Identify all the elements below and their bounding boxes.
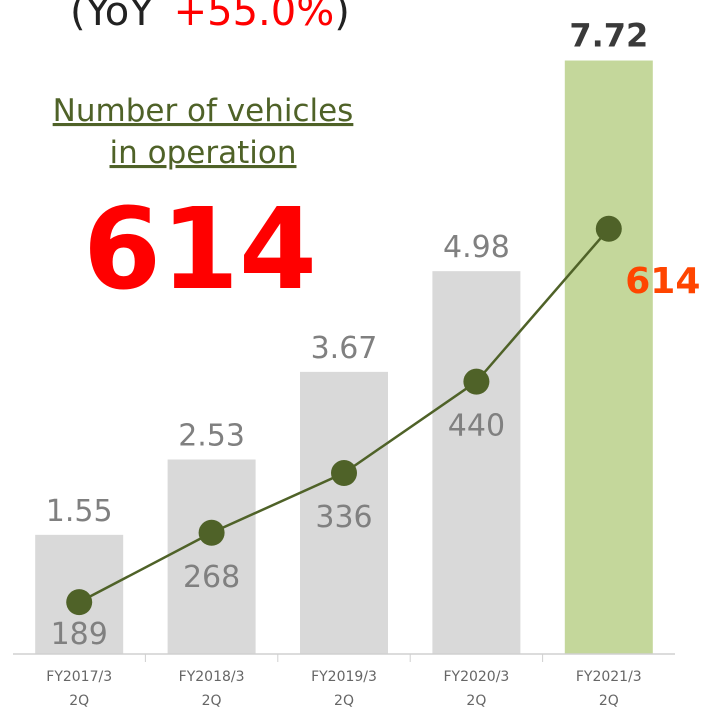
- callout-value: 614: [83, 185, 317, 315]
- x-tick-label-line: FY2018/3: [179, 669, 245, 685]
- x-tick-label-line: 2Q: [599, 693, 619, 709]
- line-value-label: 189: [51, 617, 108, 652]
- yoy-text: (YoY +55.0%): [70, 0, 350, 35]
- bar-value-label: 4.98: [443, 230, 510, 265]
- yoy-suffix: ): [334, 0, 350, 35]
- x-tick-label-line: 2Q: [334, 693, 354, 709]
- bar-value-label: 7.72: [569, 17, 648, 55]
- x-tick-label-line: 2Q: [69, 693, 89, 709]
- callout-title: Number of vehicles: [53, 93, 354, 129]
- x-tick-label: FY2021/3 2Q: [576, 669, 642, 709]
- x-tick-label: FY2018/3 2Q: [179, 669, 245, 709]
- x-tick-label-line: FY2020/3: [443, 669, 509, 685]
- line-value-label: 268: [183, 560, 240, 595]
- bar: [300, 371, 388, 654]
- line-point: [66, 589, 93, 616]
- x-tick-label: FY2017/3 2Q: [46, 669, 112, 709]
- bar: [167, 459, 256, 654]
- x-tick-label-line: 2Q: [466, 693, 486, 709]
- x-tick-label-line: FY2019/3: [311, 669, 377, 685]
- bar-value-label: 2.53: [178, 419, 245, 454]
- line-value-label: 440: [448, 409, 505, 444]
- x-tick-label-line: 2Q: [202, 693, 222, 709]
- bar: [564, 60, 653, 654]
- x-tick-label: FY2019/3 2Q: [311, 669, 377, 709]
- bar-value-label: 1.55: [46, 494, 113, 529]
- bar: [432, 271, 521, 654]
- line-value-label: 614: [625, 261, 700, 302]
- callout-title: in operation: [110, 135, 297, 171]
- line-point: [463, 368, 490, 395]
- bar-value-label: 3.67: [311, 331, 378, 366]
- line-point: [331, 460, 357, 487]
- x-tick-label-line: FY2017/3: [46, 669, 112, 685]
- yoy-value: +55.0%: [174, 0, 335, 35]
- x-tick-label: FY2020/3 2Q: [443, 669, 509, 709]
- yoy-prefix: (YoY: [70, 0, 154, 35]
- line-point: [595, 215, 622, 242]
- x-tick-label-line: FY2021/3: [576, 669, 642, 685]
- line-value-label: 336: [315, 500, 372, 535]
- line-point: [198, 519, 225, 546]
